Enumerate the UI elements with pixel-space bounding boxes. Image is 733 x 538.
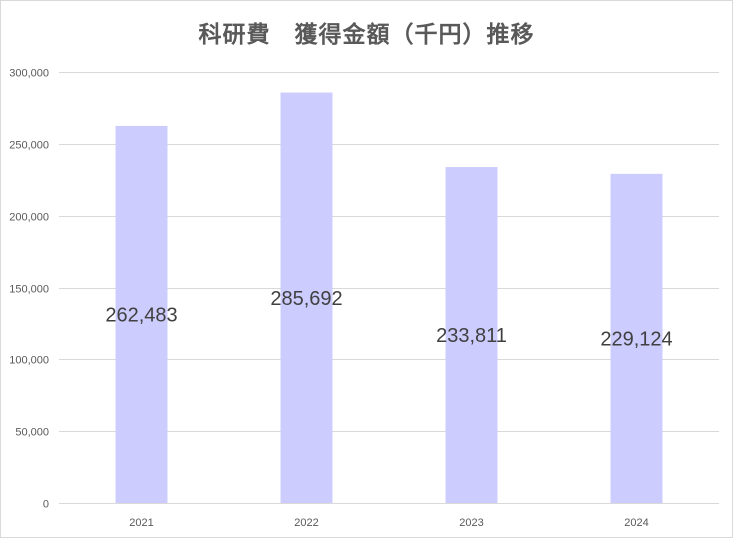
- y-tick-label: 50,000: [15, 427, 49, 439]
- y-tick-label: 100,000: [9, 355, 49, 367]
- y-tick-label: 200,000: [9, 212, 49, 224]
- x-tick-label: 2022: [294, 517, 318, 529]
- chart-title: 科研費 獲得金額（千円）推移: [198, 22, 535, 48]
- y-tick-label: 0: [43, 499, 49, 511]
- y-tick-label: 250,000: [9, 140, 49, 152]
- bar-2022: [280, 92, 333, 504]
- y-axis-ticks: 0 50,000 100,000 150,000 200,000 250,000 300,0…: [9, 68, 49, 511]
- gridlines: [59, 72, 719, 504]
- bar-2023: [445, 167, 498, 503]
- data-label: 285,692: [270, 288, 342, 310]
- y-tick-label: 150,000: [9, 284, 49, 296]
- data-label: 233,811: [436, 325, 507, 347]
- x-tick-label: 2021: [129, 517, 153, 529]
- x-tick-label: 2023: [459, 517, 483, 529]
- data-labels: 262,483 285,692 233,811 229,124: [105, 288, 672, 351]
- data-label: 229,124: [600, 328, 672, 350]
- bar-2024: [610, 173, 663, 503]
- x-axis-ticks: 2021 2022 2023 2024: [129, 517, 648, 529]
- bar-2021: [115, 125, 168, 504]
- x-tick-label: 2024: [624, 517, 648, 529]
- bars: [115, 92, 663, 504]
- y-tick-label: 300,000: [9, 68, 49, 80]
- data-label: 262,483: [105, 304, 177, 326]
